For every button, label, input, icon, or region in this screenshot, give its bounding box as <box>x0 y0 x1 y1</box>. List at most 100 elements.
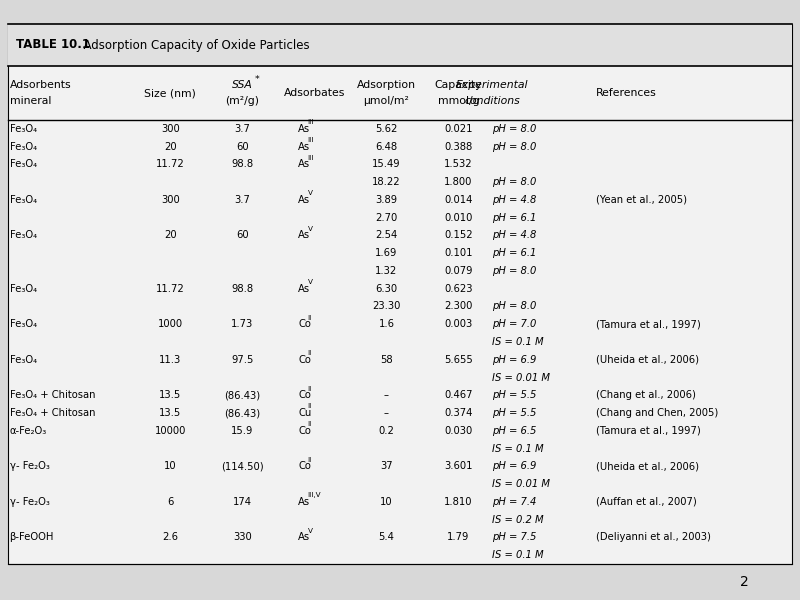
Text: IS = 0.1 M: IS = 0.1 M <box>492 337 544 347</box>
Text: 0.021: 0.021 <box>444 124 473 134</box>
Text: 18.22: 18.22 <box>372 177 401 187</box>
Text: IS = 0.1 M: IS = 0.1 M <box>492 550 544 560</box>
Text: II: II <box>308 457 312 463</box>
Text: Fe₃O₄: Fe₃O₄ <box>10 355 37 365</box>
Text: (Chang and Chen, 2005): (Chang and Chen, 2005) <box>596 408 718 418</box>
Text: pH = 5.5: pH = 5.5 <box>492 390 536 400</box>
Text: Experimental: Experimental <box>456 80 528 90</box>
Text: α-Fe₂O₃: α-Fe₂O₃ <box>10 426 47 436</box>
Text: 0.101: 0.101 <box>444 248 473 258</box>
Text: 0.623: 0.623 <box>444 284 473 294</box>
Text: pH = 6.1: pH = 6.1 <box>492 248 536 258</box>
Text: (114.50): (114.50) <box>221 461 264 472</box>
Text: 2.300: 2.300 <box>444 301 473 311</box>
Text: pH = 8.0: pH = 8.0 <box>492 177 536 187</box>
Text: 11.72: 11.72 <box>156 284 185 294</box>
Text: pH = 8.0: pH = 8.0 <box>492 142 536 152</box>
Text: Co: Co <box>298 355 311 365</box>
Text: mmol/g: mmol/g <box>438 96 479 106</box>
Text: 10: 10 <box>164 461 177 472</box>
Text: 5.4: 5.4 <box>378 532 394 542</box>
Text: IS = 0.1 M: IS = 0.1 M <box>492 443 544 454</box>
Text: pH = 6.9: pH = 6.9 <box>492 355 536 365</box>
Text: II: II <box>308 350 312 356</box>
Text: Fe₃O₄ + Chitosan: Fe₃O₄ + Chitosan <box>10 390 95 400</box>
Text: 0.014: 0.014 <box>444 195 473 205</box>
Text: 6: 6 <box>167 497 174 507</box>
Text: pH = 7.0: pH = 7.0 <box>492 319 536 329</box>
Text: 20: 20 <box>164 142 177 152</box>
Text: 174: 174 <box>233 497 252 507</box>
Text: Adsorption Capacity of Oxide Particles: Adsorption Capacity of Oxide Particles <box>76 38 310 52</box>
Text: pH = 8.0: pH = 8.0 <box>492 301 536 311</box>
Text: (Uheida et al., 2006): (Uheida et al., 2006) <box>596 461 699 472</box>
Text: 2.70: 2.70 <box>375 212 398 223</box>
Text: 0.010: 0.010 <box>444 212 473 223</box>
Text: 0.030: 0.030 <box>444 426 473 436</box>
Text: Size (nm): Size (nm) <box>145 88 196 98</box>
Text: As: As <box>298 142 310 152</box>
Text: 10: 10 <box>380 497 393 507</box>
Text: pH = 6.1: pH = 6.1 <box>492 212 536 223</box>
Text: IS = 0.2 M: IS = 0.2 M <box>492 515 544 524</box>
Text: mineral: mineral <box>10 96 51 106</box>
Text: 3.7: 3.7 <box>234 124 250 134</box>
Text: 23.30: 23.30 <box>372 301 401 311</box>
Text: 5.655: 5.655 <box>444 355 473 365</box>
Text: (m²/g): (m²/g) <box>226 96 259 106</box>
Text: 58: 58 <box>380 355 393 365</box>
Text: Fe₃O₄: Fe₃O₄ <box>10 319 37 329</box>
Text: 98.8: 98.8 <box>231 284 254 294</box>
Bar <box>8 24 792 66</box>
Text: pH = 7.4: pH = 7.4 <box>492 497 536 507</box>
Text: 1.6: 1.6 <box>378 319 394 329</box>
Text: 98.8: 98.8 <box>231 160 254 169</box>
Text: Fe₃O₄: Fe₃O₄ <box>10 160 37 169</box>
Text: –: – <box>384 390 389 400</box>
Text: Co: Co <box>298 319 311 329</box>
Text: As: As <box>298 124 310 134</box>
Text: 15.9: 15.9 <box>231 426 254 436</box>
Text: pH = 5.5: pH = 5.5 <box>492 408 536 418</box>
Text: Fe₃O₄: Fe₃O₄ <box>10 124 37 134</box>
Text: 3.7: 3.7 <box>234 195 250 205</box>
Text: As: As <box>298 497 310 507</box>
Text: Co: Co <box>298 390 311 400</box>
Text: Co: Co <box>298 461 311 472</box>
Text: (Deliyanni et al., 2003): (Deliyanni et al., 2003) <box>596 532 711 542</box>
Text: 1.69: 1.69 <box>375 248 398 258</box>
Text: V: V <box>308 190 313 196</box>
Text: 3.89: 3.89 <box>375 195 398 205</box>
Text: 11.72: 11.72 <box>156 160 185 169</box>
Text: 1.810: 1.810 <box>444 497 473 507</box>
Text: 0.388: 0.388 <box>444 142 473 152</box>
Text: 5.62: 5.62 <box>375 124 398 134</box>
Text: (Chang et al., 2006): (Chang et al., 2006) <box>596 390 696 400</box>
Text: 15.49: 15.49 <box>372 160 401 169</box>
Text: Fe₃O₄ + Chitosan: Fe₃O₄ + Chitosan <box>10 408 95 418</box>
Text: 6.30: 6.30 <box>375 284 398 294</box>
Text: IS = 0.01 M: IS = 0.01 M <box>492 373 550 383</box>
Text: Adsorbents: Adsorbents <box>10 80 71 90</box>
Text: *: * <box>255 76 260 85</box>
Text: SSA: SSA <box>232 80 253 90</box>
Text: As: As <box>298 230 310 241</box>
Text: II: II <box>308 403 312 409</box>
Text: 1.73: 1.73 <box>231 319 254 329</box>
Text: 13.5: 13.5 <box>159 408 182 418</box>
Text: 3.601: 3.601 <box>444 461 473 472</box>
Text: 1.800: 1.800 <box>444 177 473 187</box>
Text: III,V: III,V <box>308 492 322 498</box>
Text: Fe₃O₄: Fe₃O₄ <box>10 284 37 294</box>
Text: 11.3: 11.3 <box>159 355 182 365</box>
Text: II: II <box>308 421 312 427</box>
Text: 2: 2 <box>740 575 748 589</box>
Text: 60: 60 <box>236 230 249 241</box>
Text: pH = 4.8: pH = 4.8 <box>492 230 536 241</box>
Bar <box>8 24 792 564</box>
Text: 1000: 1000 <box>158 319 183 329</box>
Text: 10000: 10000 <box>154 426 186 436</box>
Text: (Tamura et al., 1997): (Tamura et al., 1997) <box>596 319 701 329</box>
Text: Fe₃O₄: Fe₃O₄ <box>10 230 37 241</box>
Text: TABLE 10.1: TABLE 10.1 <box>16 38 90 52</box>
